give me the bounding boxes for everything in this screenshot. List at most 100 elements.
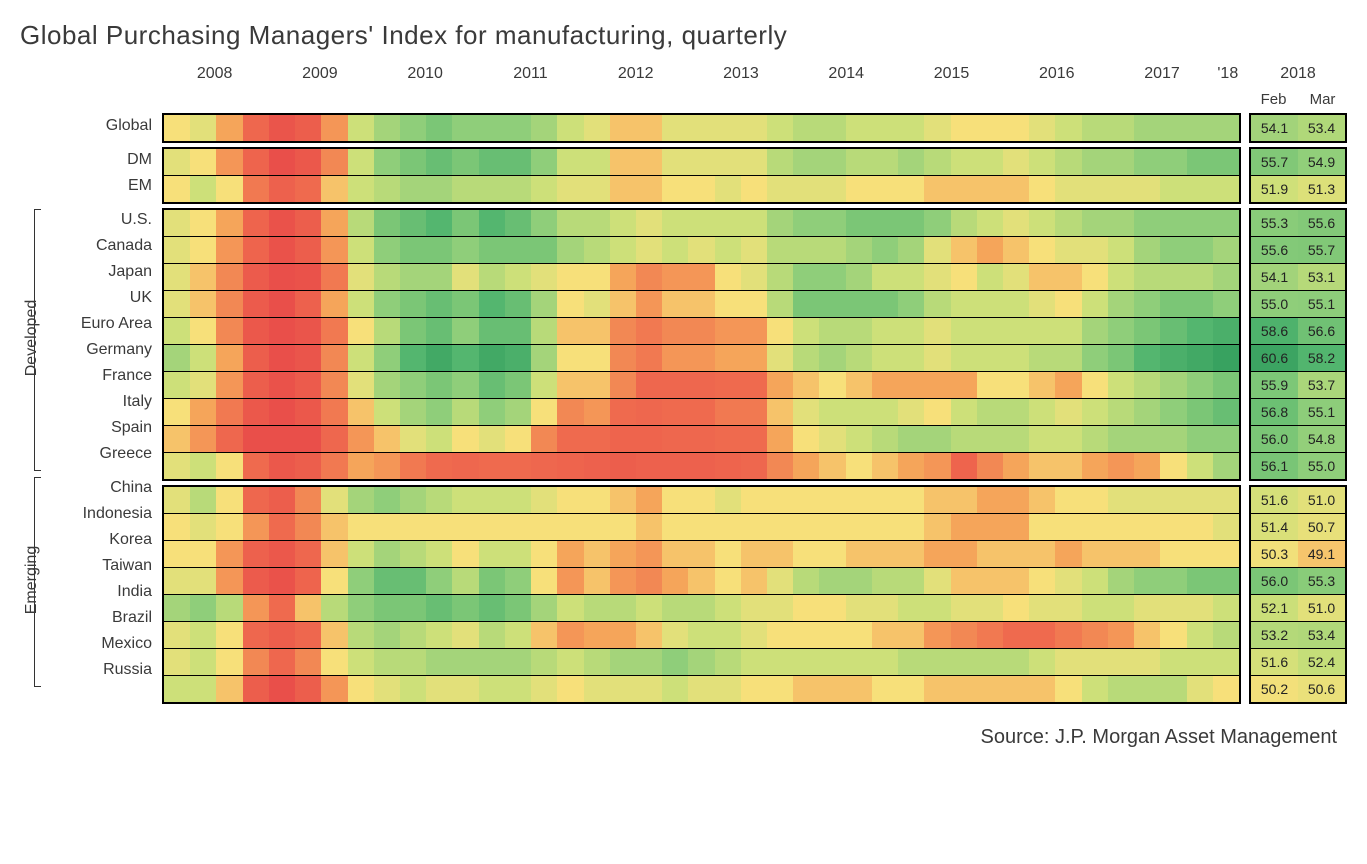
heatmap-cell	[951, 595, 977, 621]
heatmap-cell	[715, 487, 741, 513]
row-label: Global	[42, 113, 162, 139]
value-group-emerging: 51.651.051.450.750.349.156.055.352.151.0…	[1249, 485, 1347, 704]
heatmap-cell	[610, 372, 636, 398]
heatmap-cell	[872, 541, 898, 567]
heatmap-cell	[164, 291, 190, 317]
heatmap-cell	[531, 487, 557, 513]
heatmap-cell	[819, 453, 845, 479]
heatmap-cell	[216, 622, 242, 648]
heatmap-cell	[636, 676, 662, 702]
heatmap-cell	[715, 318, 741, 344]
heatmap-cell	[216, 291, 242, 317]
heatmap-cell	[793, 345, 819, 371]
heatmap-cell	[610, 264, 636, 290]
heatmap-cell	[767, 399, 793, 425]
heatmap-cell	[1134, 622, 1160, 648]
heatmap-cell	[1187, 595, 1213, 621]
heatmap-cell	[295, 318, 321, 344]
heatmap-cell	[164, 149, 190, 175]
heatmap-cell	[610, 318, 636, 344]
heatmap-cell	[426, 453, 452, 479]
year-header: 2008200920102011201220132014201520162017…	[162, 61, 1241, 87]
heatmap-cell	[216, 514, 242, 540]
heatmap-cell	[1003, 291, 1029, 317]
heatmap-cell	[400, 149, 426, 175]
heatmap-cell	[190, 345, 216, 371]
heatmap-cell	[269, 318, 295, 344]
heatmap-cell	[452, 399, 478, 425]
heatmap-cell	[400, 291, 426, 317]
row-label: France	[42, 363, 162, 389]
heatmap-cell	[321, 649, 347, 675]
row-label: UK	[42, 285, 162, 311]
heatmap-cell	[819, 622, 845, 648]
heatmap-cell	[610, 291, 636, 317]
heatmap-cell	[216, 676, 242, 702]
heatmap-cell	[1187, 176, 1213, 202]
heatmap-cell	[452, 649, 478, 675]
heatmap-cell	[898, 453, 924, 479]
heatmap-cell	[793, 514, 819, 540]
heatmap-cell	[269, 345, 295, 371]
heatmap-cell	[1003, 426, 1029, 452]
heatmap-cell	[846, 426, 872, 452]
heatmap-cell	[741, 426, 767, 452]
heatmap-cell	[741, 264, 767, 290]
value-row: 55.655.7	[1251, 236, 1345, 263]
row-label: Germany	[42, 337, 162, 363]
heatmap-cell	[1003, 149, 1029, 175]
heatmap-cell	[531, 345, 557, 371]
heatmap-group-developed	[162, 208, 1241, 481]
heatmap-cell	[584, 399, 610, 425]
heatmap-cell	[715, 568, 741, 594]
heatmap-cell	[662, 595, 688, 621]
heatmap-cell	[269, 115, 295, 141]
heatmap-cell	[269, 487, 295, 513]
heatmap-row	[164, 263, 1239, 290]
value-row: 51.652.4	[1251, 648, 1345, 675]
heatmap-cell	[688, 649, 714, 675]
heatmap-cell	[321, 676, 347, 702]
heatmap-cell	[269, 595, 295, 621]
heatmap-cell	[269, 426, 295, 452]
heatmap-cell	[898, 345, 924, 371]
heatmap-cell	[584, 318, 610, 344]
heatmap-cell	[190, 149, 216, 175]
heatmap-cell	[1029, 264, 1055, 290]
heatmap-cell	[1134, 345, 1160, 371]
heatmap-cell	[1082, 345, 1108, 371]
heatmap-cell	[872, 291, 898, 317]
heatmap-cell	[374, 291, 400, 317]
heatmap-cell	[793, 622, 819, 648]
heatmap-cell	[190, 649, 216, 675]
heatmap-cell	[767, 595, 793, 621]
value-cell: 55.0	[1298, 453, 1345, 479]
heatmap-cell	[610, 453, 636, 479]
heatmap-cell	[924, 514, 950, 540]
heatmap-cell	[269, 541, 295, 567]
heatmap-cell	[426, 514, 452, 540]
value-row: 60.658.2	[1251, 344, 1345, 371]
heatmap-cell	[741, 541, 767, 567]
heatmap-cell	[741, 622, 767, 648]
heatmap-cell	[741, 176, 767, 202]
heatmap-cell	[846, 676, 872, 702]
heatmap-cell	[557, 372, 583, 398]
heatmap-cell	[321, 345, 347, 371]
heatmap-cell	[557, 649, 583, 675]
heatmap-cell	[819, 649, 845, 675]
heatmap-cell	[190, 487, 216, 513]
heatmap-cell	[662, 115, 688, 141]
heatmap-cell	[767, 210, 793, 236]
heatmap-cell	[1108, 426, 1134, 452]
heatmap-cell	[1187, 115, 1213, 141]
value-row: 50.250.6	[1251, 675, 1345, 702]
heatmap-cell	[479, 399, 505, 425]
heatmap-cell	[872, 514, 898, 540]
heatmap-cell	[479, 622, 505, 648]
heatmap-cell	[819, 426, 845, 452]
heatmap-cell	[400, 487, 426, 513]
heatmap-cell	[1029, 345, 1055, 371]
heatmap-cell	[584, 237, 610, 263]
heatmap-cell	[531, 210, 557, 236]
